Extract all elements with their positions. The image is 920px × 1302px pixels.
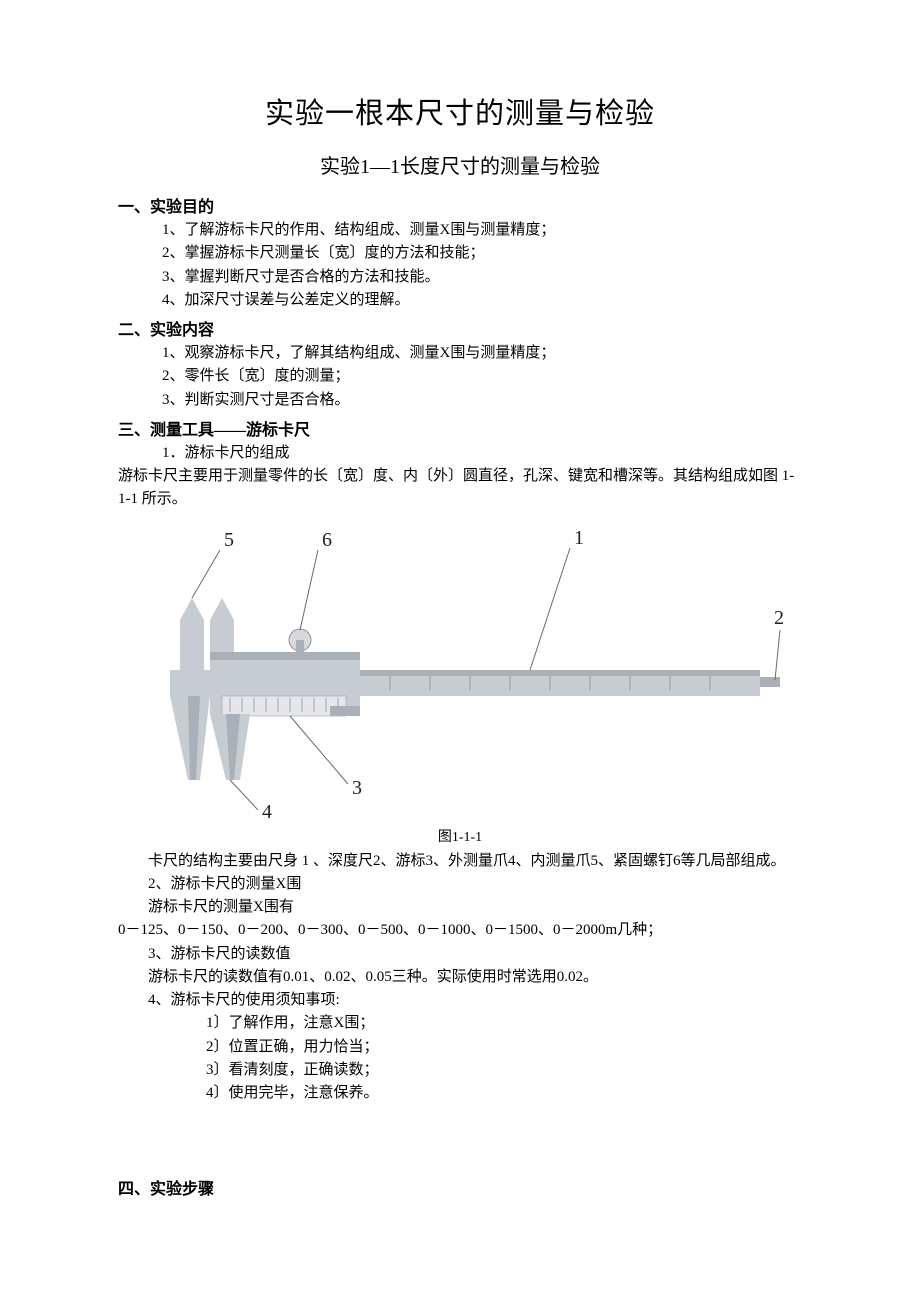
s1-item-4: 4、加深尺寸误差与公差定义的理解。 xyxy=(162,289,802,312)
fig-label-6: 6 xyxy=(322,529,332,551)
s3-item-4: 4、游标卡尺的使用须知事项: xyxy=(118,989,802,1012)
s2-item-3: 3、判断实测尺寸是否合格。 xyxy=(162,389,802,412)
fig-label-2: 2 xyxy=(774,607,784,629)
s3-para-1: 游标卡尺主要用于测量零件的长〔宽〕度、内〔外〕圆直径，孔深、键宽和槽深等。其结构… xyxy=(118,465,802,512)
fig-label-5: 5 xyxy=(224,529,234,551)
section-4-head: 四、实验步骤 xyxy=(118,1175,802,1199)
s3-sub-3: 3〕看清刻度，正确读数； xyxy=(206,1059,802,1082)
s3-para-4: 0－125、0－150、0－200、0－300、0－500、0－1000、0－1… xyxy=(118,919,802,942)
fig-label-1: 1 xyxy=(574,527,584,549)
s2-item-2: 2、零件长〔宽〕度的测量； xyxy=(162,365,802,388)
fig-label-3: 3 xyxy=(352,777,362,799)
s2-item-1: 1、观察游标卡尺，了解其结构组成、测量X围与测量精度； xyxy=(162,342,802,365)
section-1-head: 一、实验目的 xyxy=(118,193,802,217)
s3-item-1: 1．游标卡尺的组成 xyxy=(162,442,802,465)
s3-sub-2: 2〕位置正确，用力恰当； xyxy=(206,1036,802,1059)
s3-item-3: 3、游标卡尺的读数值 xyxy=(118,943,802,966)
section-3-head: 三、测量工具——游标卡尺 xyxy=(118,416,802,440)
s3-sub-1: 1〕了解作用，注意X围； xyxy=(206,1012,802,1035)
s1-item-2: 2、掌握游标卡尺测量长〔宽〕度的方法和技能； xyxy=(162,242,802,265)
s1-item-3: 3、掌握判断尺寸是否合格的方法和技能。 xyxy=(162,266,802,289)
section-2-head: 二、实验内容 xyxy=(118,316,802,340)
s3-sub-4: 4〕使用完毕，注意保养。 xyxy=(206,1082,802,1105)
page-title: 实验一根本尺寸的测量与检验 xyxy=(118,90,802,132)
page-subtitle: 实验1—1长度尺寸的测量与检验 xyxy=(118,150,802,179)
figure-caption: 图1-1-1 xyxy=(118,826,802,846)
caliper-diagram: 5 6 1 2 3 4 xyxy=(130,520,790,820)
s3-para-3: 游标卡尺的测量X围有 xyxy=(118,896,802,919)
s1-item-1: 1、了解游标卡尺的作用、结构组成、测量X围与测量精度； xyxy=(162,219,802,242)
s3-para-5: 游标卡尺的读数值有0.01、0.02、0.05三种。实际使用时常选用0.02。 xyxy=(118,966,802,989)
fig-label-4: 4 xyxy=(262,801,272,820)
s3-item-2: 2、游标卡尺的测量X围 xyxy=(118,873,802,896)
s3-para-2: 卡尺的结构主要由尺身 1 、深度尺2、游标3、外测量爪4、内测量爪5、紧固螺钉6… xyxy=(118,850,802,873)
figure-1-1-1: 5 6 1 2 3 4 xyxy=(118,520,802,820)
